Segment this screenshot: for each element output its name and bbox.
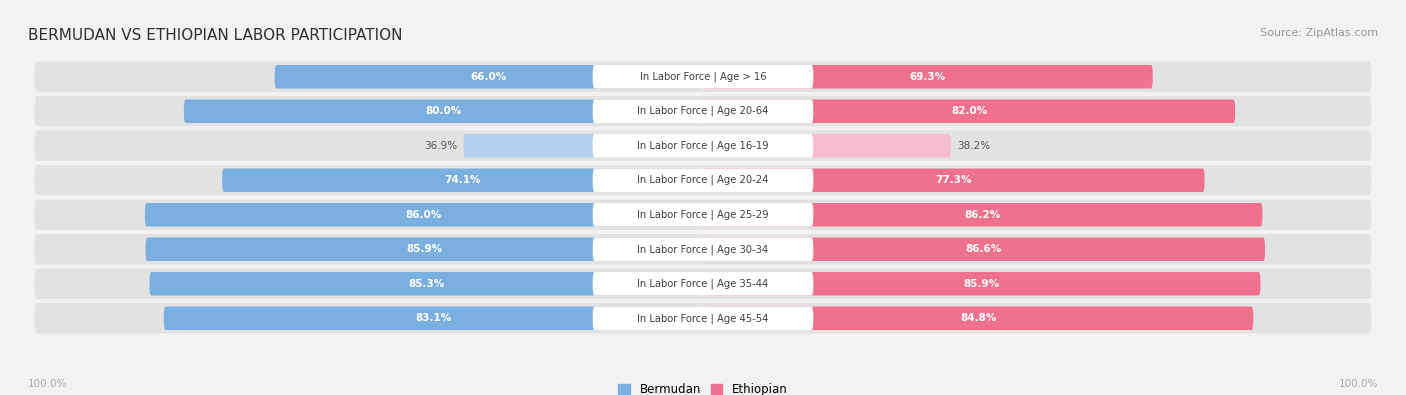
FancyBboxPatch shape [464,134,703,158]
Text: 85.9%: 85.9% [406,244,443,254]
FancyBboxPatch shape [593,272,813,295]
Text: 86.0%: 86.0% [406,210,441,220]
FancyBboxPatch shape [222,169,703,192]
FancyBboxPatch shape [145,203,703,226]
Text: In Labor Force | Age 20-64: In Labor Force | Age 20-64 [637,106,769,117]
Text: In Labor Force | Age 30-34: In Labor Force | Age 30-34 [637,244,769,254]
Text: Source: ZipAtlas.com: Source: ZipAtlas.com [1260,28,1378,38]
Text: In Labor Force | Age 35-44: In Labor Force | Age 35-44 [637,278,769,289]
FancyBboxPatch shape [163,307,703,330]
FancyBboxPatch shape [703,169,1205,192]
Text: 82.0%: 82.0% [950,106,987,116]
Text: In Labor Force | Age 45-54: In Labor Force | Age 45-54 [637,313,769,324]
Text: 80.0%: 80.0% [425,106,461,116]
Text: BERMUDAN VS ETHIOPIAN LABOR PARTICIPATION: BERMUDAN VS ETHIOPIAN LABOR PARTICIPATIO… [28,28,402,43]
Text: 77.3%: 77.3% [935,175,972,185]
FancyBboxPatch shape [703,134,950,158]
FancyBboxPatch shape [184,100,703,123]
FancyBboxPatch shape [35,269,1371,299]
FancyBboxPatch shape [703,307,1253,330]
FancyBboxPatch shape [703,65,1153,88]
Text: 66.0%: 66.0% [471,72,508,82]
FancyBboxPatch shape [593,134,813,158]
Text: 85.9%: 85.9% [963,279,1000,289]
FancyBboxPatch shape [35,199,1371,230]
FancyBboxPatch shape [703,100,1234,123]
Text: 83.1%: 83.1% [415,313,451,323]
Text: In Labor Force | Age > 16: In Labor Force | Age > 16 [640,71,766,82]
FancyBboxPatch shape [593,307,813,330]
Legend: Bermudan, Ethiopian: Bermudan, Ethiopian [619,383,787,395]
FancyBboxPatch shape [593,65,813,88]
FancyBboxPatch shape [35,96,1371,126]
FancyBboxPatch shape [593,169,813,192]
Text: 86.6%: 86.6% [966,244,1002,254]
Text: 85.3%: 85.3% [408,279,444,289]
Text: 74.1%: 74.1% [444,175,481,185]
Text: 69.3%: 69.3% [910,72,946,82]
Text: 38.2%: 38.2% [957,141,990,151]
FancyBboxPatch shape [149,272,703,295]
Text: 84.8%: 84.8% [960,313,997,323]
FancyBboxPatch shape [703,203,1263,226]
FancyBboxPatch shape [35,165,1371,196]
FancyBboxPatch shape [593,100,813,123]
FancyBboxPatch shape [35,303,1371,333]
FancyBboxPatch shape [703,272,1260,295]
FancyBboxPatch shape [35,234,1371,264]
FancyBboxPatch shape [593,237,813,261]
Text: In Labor Force | Age 25-29: In Labor Force | Age 25-29 [637,209,769,220]
FancyBboxPatch shape [274,65,703,88]
Text: In Labor Force | Age 20-24: In Labor Force | Age 20-24 [637,175,769,186]
FancyBboxPatch shape [146,237,703,261]
Text: 100.0%: 100.0% [1339,379,1378,389]
FancyBboxPatch shape [35,62,1371,92]
FancyBboxPatch shape [703,237,1265,261]
FancyBboxPatch shape [35,131,1371,161]
Text: In Labor Force | Age 16-19: In Labor Force | Age 16-19 [637,141,769,151]
Text: 86.2%: 86.2% [965,210,1001,220]
FancyBboxPatch shape [593,203,813,226]
Text: 36.9%: 36.9% [425,141,457,151]
Text: 100.0%: 100.0% [28,379,67,389]
